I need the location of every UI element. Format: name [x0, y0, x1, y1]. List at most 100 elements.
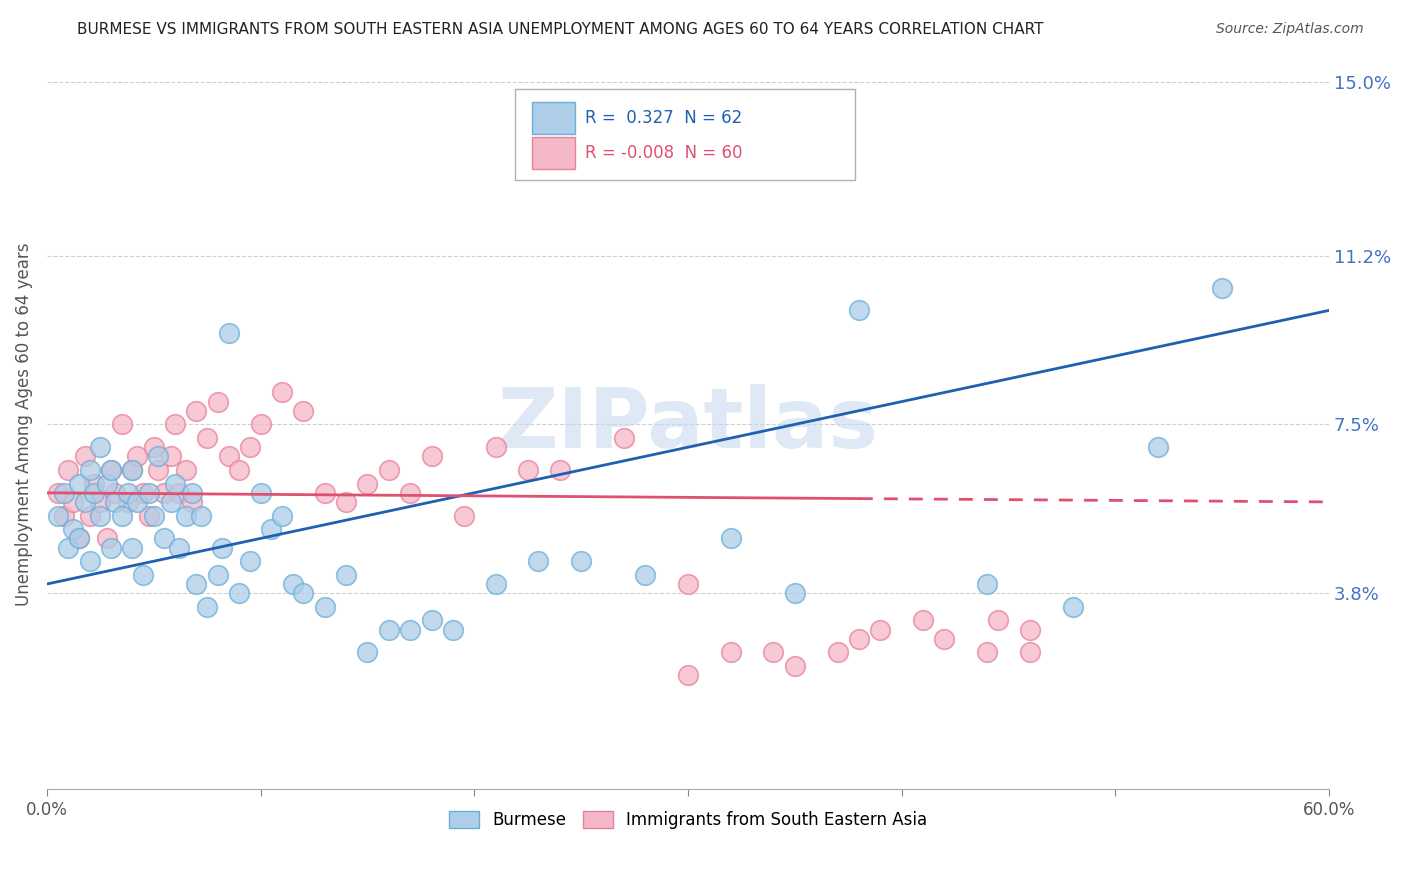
Point [249, 485, 271, 500]
Point [218, 450, 240, 464]
Point [190, 508, 212, 523]
Point [420, 614, 443, 628]
Point [634, 568, 657, 582]
Point [911, 614, 934, 628]
Point [399, 623, 422, 637]
Point [271, 385, 294, 400]
Point [271, 508, 294, 523]
Point [399, 485, 422, 500]
Point [260, 522, 283, 536]
Point [292, 586, 315, 600]
Point [111, 417, 134, 432]
Point [142, 508, 165, 523]
Point [174, 508, 197, 523]
Point [1018, 645, 1040, 659]
Legend: Burmese, Immigrants from South Eastern Asia: Burmese, Immigrants from South Eastern A… [441, 804, 934, 836]
Point [153, 532, 176, 546]
Point [75, 495, 97, 509]
Y-axis label: Unemployment Among Ages 60 to 64 years: Unemployment Among Ages 60 to 64 years [15, 243, 32, 607]
Point [869, 623, 891, 637]
Point [100, 463, 122, 477]
FancyBboxPatch shape [515, 89, 855, 180]
Point [138, 485, 160, 500]
Point [1147, 440, 1170, 454]
Point [195, 431, 218, 445]
Point [121, 463, 143, 477]
Point [378, 623, 401, 637]
Point [159, 495, 181, 509]
Text: R =  0.327  N = 62: R = 0.327 N = 62 [585, 109, 742, 127]
Point [676, 577, 699, 591]
Point [1062, 599, 1084, 614]
Point [89, 508, 111, 523]
Text: Source: ZipAtlas.com: Source: ZipAtlas.com [1216, 22, 1364, 37]
FancyBboxPatch shape [531, 137, 575, 169]
Point [186, 403, 208, 417]
Point [67, 532, 90, 546]
Point [720, 532, 742, 546]
Point [62, 495, 84, 509]
Point [783, 586, 806, 600]
Point [169, 485, 191, 500]
Point [228, 463, 250, 477]
Point [79, 463, 101, 477]
Point [100, 541, 122, 555]
Point [186, 577, 208, 591]
Point [987, 614, 1010, 628]
Point [827, 645, 849, 659]
Point [976, 645, 998, 659]
Point [228, 586, 250, 600]
Point [62, 522, 84, 536]
Point [934, 632, 956, 646]
Point [378, 463, 401, 477]
Point [165, 476, 187, 491]
Point [976, 577, 998, 591]
Point [125, 450, 148, 464]
Point [848, 632, 870, 646]
Point [485, 577, 508, 591]
Point [335, 568, 357, 582]
Point [89, 495, 111, 509]
Point [46, 485, 69, 500]
Point [67, 476, 90, 491]
Point [527, 554, 550, 568]
Point [516, 463, 538, 477]
Point [613, 431, 636, 445]
Point [79, 554, 101, 568]
Point [169, 541, 191, 555]
Point [281, 577, 304, 591]
Point [292, 403, 315, 417]
Point [79, 508, 101, 523]
Point [53, 508, 76, 523]
Point [783, 659, 806, 673]
Point [569, 554, 592, 568]
Point [211, 541, 233, 555]
Point [174, 463, 197, 477]
Point [146, 463, 169, 477]
Point [441, 623, 464, 637]
Point [83, 476, 105, 491]
Point [142, 440, 165, 454]
Point [67, 532, 90, 546]
Point [117, 495, 139, 509]
Point [485, 440, 508, 454]
Point [165, 417, 187, 432]
Point [218, 326, 240, 341]
Point [100, 463, 122, 477]
Point [207, 394, 229, 409]
Point [58, 541, 80, 555]
Point [848, 303, 870, 318]
Point [195, 599, 218, 614]
Point [146, 450, 169, 464]
Point [548, 463, 571, 477]
Point [335, 495, 357, 509]
Text: BURMESE VS IMMIGRANTS FROM SOUTH EASTERN ASIA UNEMPLOYMENT AMONG AGES 60 TO 64 Y: BURMESE VS IMMIGRANTS FROM SOUTH EASTERN… [77, 22, 1043, 37]
Point [121, 541, 143, 555]
Point [676, 668, 699, 682]
Point [762, 645, 785, 659]
Point [249, 417, 271, 432]
Point [89, 440, 111, 454]
Point [121, 463, 143, 477]
Point [138, 508, 160, 523]
FancyBboxPatch shape [531, 102, 575, 134]
